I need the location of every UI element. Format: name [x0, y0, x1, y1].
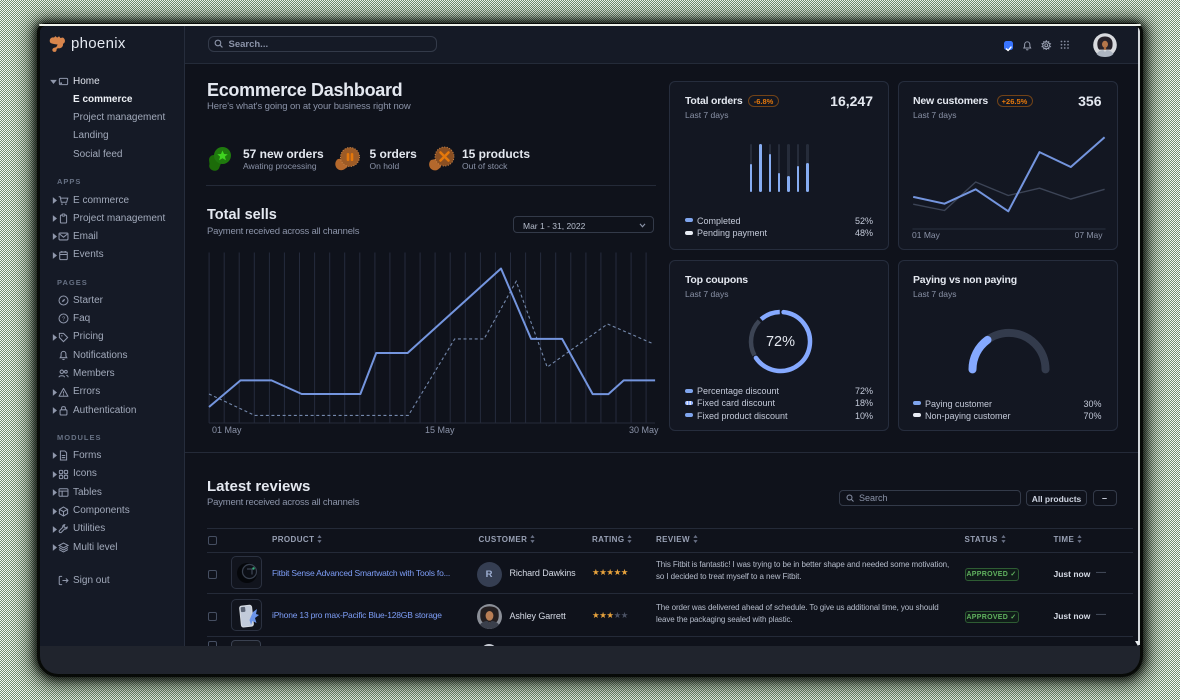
svg-text:?: ? [62, 317, 66, 323]
